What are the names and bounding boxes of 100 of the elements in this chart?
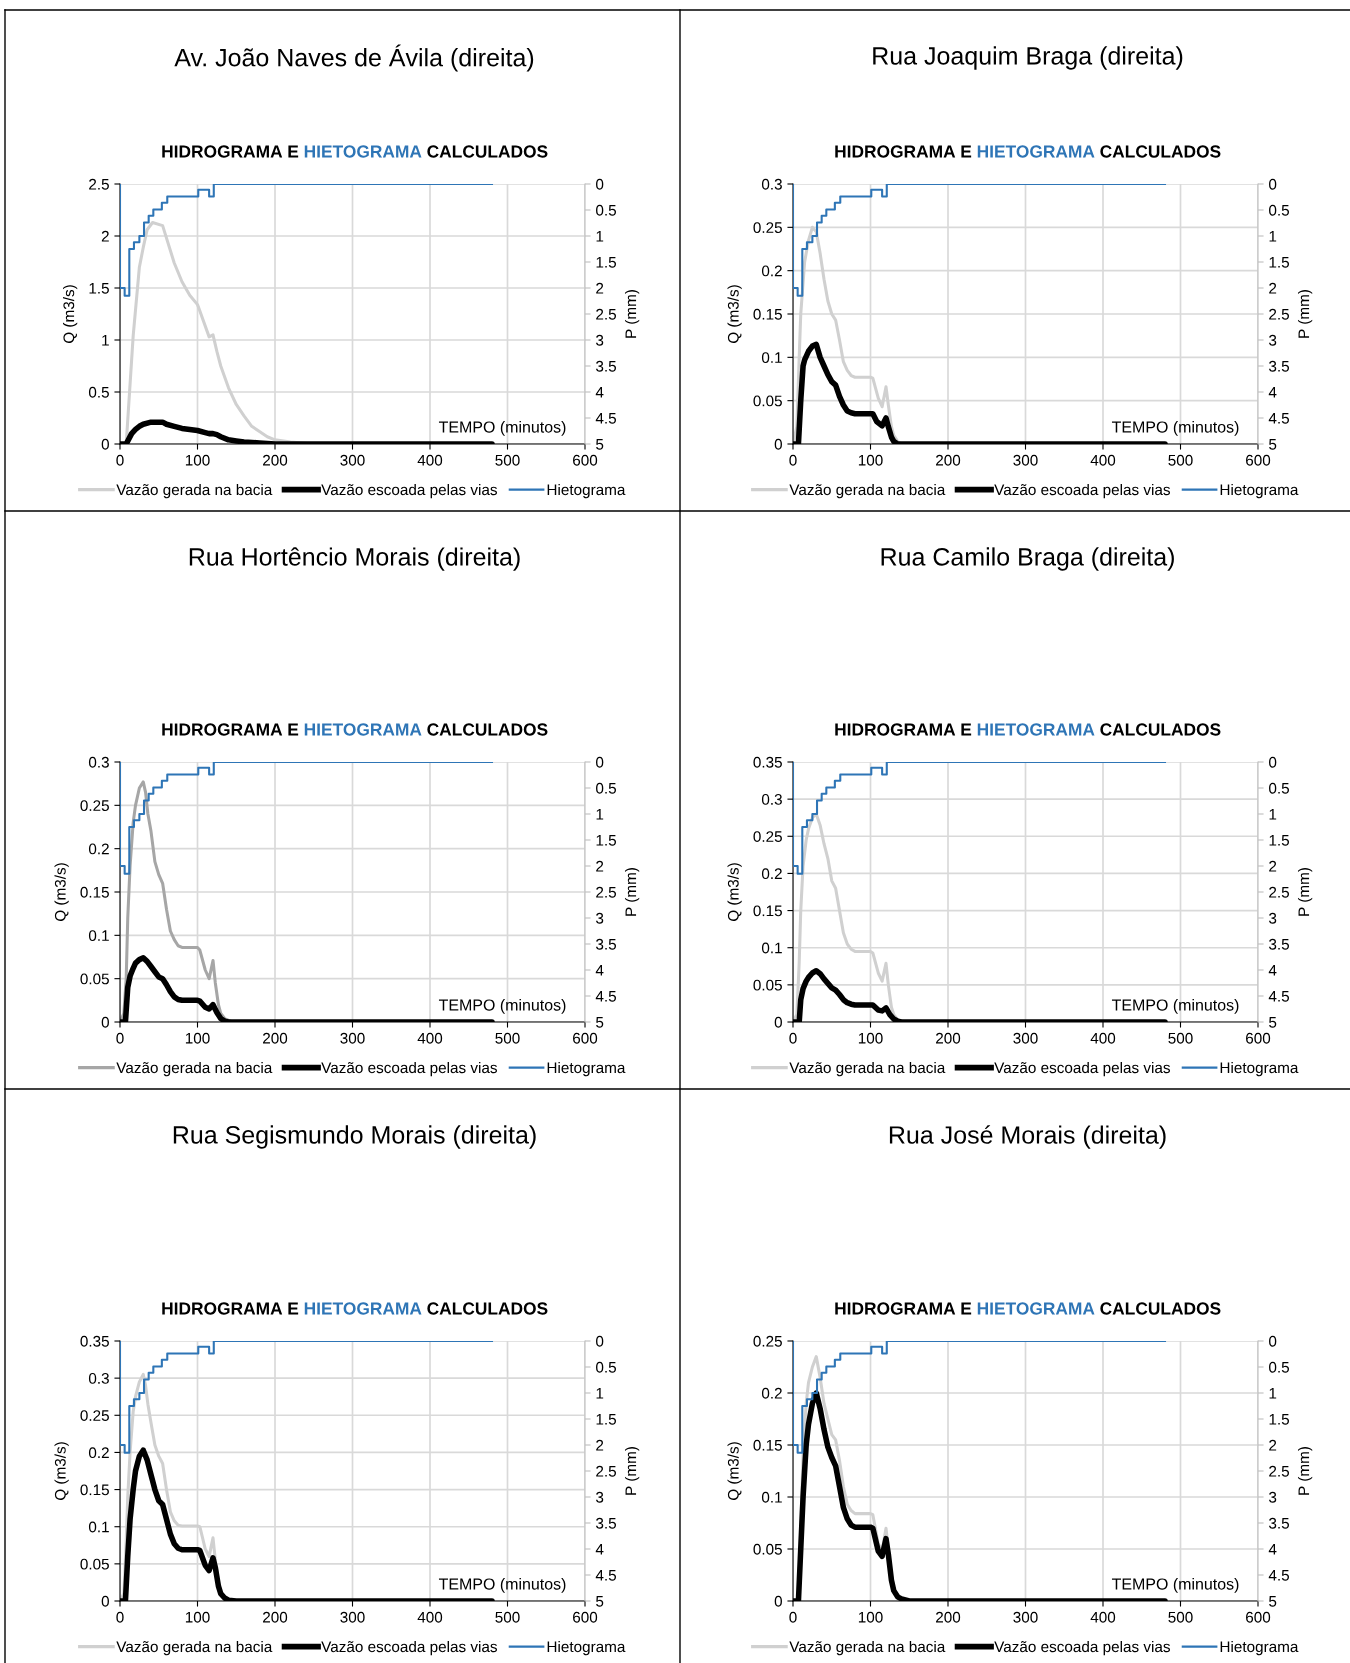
y-tick-label: 0 [774,1016,782,1028]
y2-tick-label: 4 [1268,1544,1277,1555]
x-tick-label: 0 [116,1032,124,1044]
y-axis-title: Q (m3/s) [54,863,69,921]
y-tick-label: 0.25 [753,1335,782,1347]
y2-tick-label: 3 [596,912,604,924]
x-tick-label: 400 [417,1611,443,1623]
y2-axis-title: P (mm) [624,1447,640,1495]
legend-label: Vazão escoada pelas vias [321,1061,497,1077]
y-axis-title: Q (m3/s) [727,863,742,921]
y2-tick-label: 0 [1269,178,1277,190]
y2-tick-label: 2.5 [596,886,617,898]
legend-label: Vazão gerada na bacia [116,483,273,499]
x-tick-label: 300 [340,1032,365,1044]
y2-tick-label: 4 [595,1544,604,1555]
y2-tick-label: 4 [595,387,604,398]
x-tick-label: 400 [1090,454,1116,466]
y-tick-label: 0.1 [761,1491,782,1503]
x-tick-label: 100 [185,1032,210,1044]
y2-axis-title: P (mm) [624,868,640,916]
x-tick-label: 300 [1013,1032,1038,1044]
legend-label: Hietograma [547,1061,626,1077]
x-tick-label: 200 [263,1611,288,1623]
legend-label: Hietograma [547,1640,626,1656]
chart-title: Rua Joaquim Braga (direita) [873,46,1183,70]
legend-label: Vazão gerada na bacia [116,1061,273,1077]
chart-subtitle: HIDROGRAMA E HIETOGRAMA CALCULADOS [835,1302,1221,1315]
y-tick-label: 0 [101,1016,109,1028]
y2-tick-label: 1 [596,809,604,820]
y2-tick-label: 3 [596,1491,604,1503]
y2-tick-label: 1.5 [596,835,617,846]
y2-tick-label: 4 [1268,387,1277,398]
y2-tick-label: 0.5 [596,204,617,216]
chart-title: Rua Camilo Braga (direita) [881,547,1174,571]
y-tick-label: 0.3 [88,1373,109,1384]
x-tick-label: 500 [1168,454,1193,466]
x-tick-label: 500 [495,1611,520,1623]
x-tick-label: 100 [858,1611,883,1623]
x-axis-title: TEMPO (minutos) [1111,998,1239,1014]
y-tick-label: 0.3 [761,794,782,805]
legend-label: Vazão escoada pelas vias [321,1640,497,1656]
y-tick-label: 0 [101,438,109,450]
legend-label: Vazão escoada pelas vias [994,483,1170,499]
y-tick-label: 0.2 [761,265,782,277]
y-tick-label: 0.15 [80,886,109,898]
y-tick-label: 0.05 [80,973,109,985]
x-tick-label: 600 [573,454,598,466]
x-tick-label: 500 [1168,1032,1193,1044]
y-tick-label: 0.15 [753,905,782,917]
y2-tick-label: 1 [1269,1388,1277,1399]
y2-tick-label: 3.5 [1269,360,1290,372]
y-tick-label: 0.1 [88,930,109,942]
y2-tick-label: 4.5 [595,1570,617,1581]
x-tick-label: 500 [1168,1611,1193,1623]
legend-label: Vazão escoada pelas vias [994,1640,1170,1656]
y-tick-label: 0.5 [88,386,109,398]
legend-label: Vazão escoada pelas vias [321,483,497,499]
y-axis-title: Q (m3/s) [727,1442,742,1500]
y-tick-label: 0.1 [761,352,782,364]
y2-tick-label: 0.5 [1269,1361,1290,1373]
y2-tick-label: 2.5 [1269,1465,1290,1477]
y-tick-label: 0.1 [88,1521,109,1533]
chart-subtitle: HIDROGRAMA E HIETOGRAMA CALCULADOS [835,723,1221,736]
y2-tick-label: 2.5 [596,308,617,320]
x-tick-label: 0 [116,1611,124,1623]
y2-tick-label: 0.5 [596,1361,617,1373]
y2-axis-title: P (mm) [1297,290,1313,338]
y2-tick-label: 5 [1269,439,1277,450]
x-axis-title: TEMPO (minutos) [438,1577,566,1593]
y-tick-label: 2 [101,230,109,242]
chart-title: Rua José Morais (direita) [889,1125,1166,1149]
y2-axis-title: P (mm) [1297,1447,1313,1495]
y2-tick-label: 5 [596,439,604,450]
legend-label: Hietograma [1220,1061,1299,1077]
y-axis-title: Q (m3/s) [727,285,742,343]
x-axis-title: TEMPO (minutos) [1111,420,1239,436]
y2-tick-label: 3.5 [596,938,617,950]
x-tick-label: 200 [936,1032,961,1044]
legend-label: Vazão gerada na bacia [789,1640,946,1656]
y-tick-label: 0 [101,1595,109,1607]
y-axis-title: Q (m3/s) [54,1442,69,1500]
y-tick-label: 0.1 [761,942,782,954]
y2-tick-label: 5 [1269,1596,1277,1607]
x-tick-label: 600 [1246,1032,1271,1044]
x-tick-label: 200 [263,454,288,466]
y2-tick-label: 1 [1269,809,1277,820]
x-tick-label: 400 [417,454,443,466]
x-tick-label: 600 [573,1032,598,1044]
y2-tick-label: 4.5 [595,991,617,1002]
x-tick-label: 100 [185,454,210,466]
y2-axis-title: P (mm) [1297,868,1313,916]
chart-subtitle: HIDROGRAMA E HIETOGRAMA CALCULADOS [162,145,548,158]
y2-tick-label: 2 [1269,860,1277,872]
x-tick-label: 500 [495,1032,520,1044]
y-tick-label: 0.25 [753,831,782,842]
y-tick-label: 1.5 [89,283,109,294]
y-tick-label: 2.5 [89,178,109,190]
x-tick-label: 100 [185,1611,210,1623]
y-tick-label: 0.25 [80,800,109,812]
x-tick-label: 400 [417,1032,443,1044]
